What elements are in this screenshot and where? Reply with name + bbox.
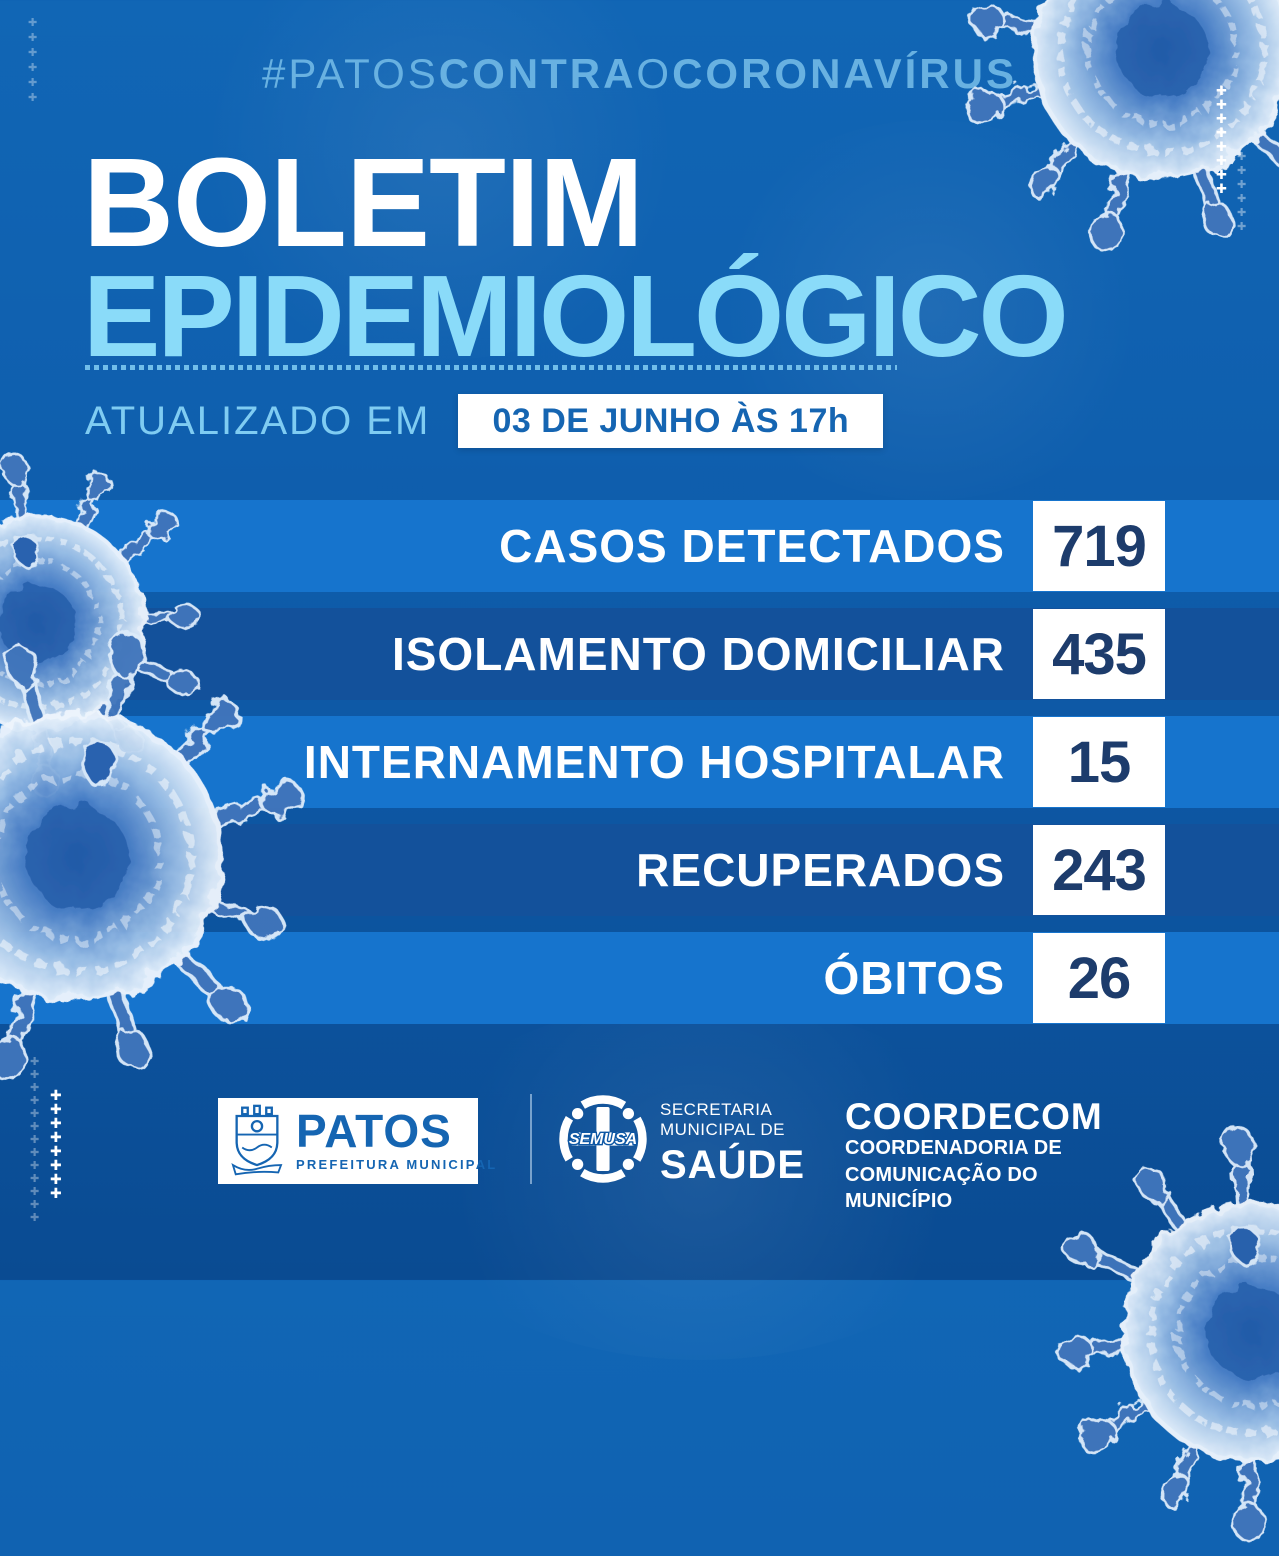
updated-at-row: ATUALIZADO EM 03 DE JUNHO ÀS 17h — [85, 394, 884, 448]
plus-pattern-icon: ✚ ✚ ✚ ✚ ✚ ✚ — [28, 16, 37, 106]
plus-icon: ✚ — [1216, 111, 1227, 126]
plus-icon: ✚ — [30, 1069, 40, 1081]
plus-icon: ✚ — [50, 1101, 62, 1117]
plus-icon: ✚ — [30, 1082, 40, 1094]
plus-icon: ✚ — [1216, 139, 1227, 154]
patos-city-logo: PATOS PREFEITURA MUNICIPAL — [218, 1098, 495, 1184]
coordecom-line3: MUNICÍPIO — [845, 1190, 953, 1213]
stat-row-casos-detectados: CASOS DETECTADOS 719 — [0, 500, 1279, 592]
plus-icon: ✚ — [30, 1160, 40, 1172]
plus-icon: ✚ — [1216, 97, 1227, 112]
plus-icon: ✚ — [1216, 125, 1227, 140]
secretaria-line1: SECRETARIA — [660, 1100, 773, 1119]
patos-name: PATOS — [296, 1104, 452, 1157]
coordecom-block: COORDECOM COORDENADORIA DE COMUNICAÇÃO D… — [845, 1098, 1103, 1215]
stat-row-internamento-hospitalar: INTERNAMENTO HOSPITALAR 15 — [0, 716, 1279, 808]
stat-value-box: 243 — [1033, 825, 1165, 915]
updated-at-label: ATUALIZADO EM — [85, 398, 431, 443]
stat-value: 26 — [1067, 945, 1132, 1011]
plus-icon: ✚ — [30, 1147, 40, 1159]
plus-pattern-icon: ✚ ✚ ✚ ✚ ✚ ✚ ✚ ✚ — [50, 1088, 62, 1200]
plus-icon: ✚ — [28, 47, 38, 59]
coordecom-line1: COORDENADORIA DE — [845, 1137, 1062, 1159]
plus-pattern-icon: ✚ ✚ ✚ ✚ ✚ ✚ — [1237, 150, 1246, 234]
campaign-hashtag: #PATOSCONTRAOCORONAVÍRUS — [0, 50, 1279, 98]
stat-label: CASOS DETECTADOS — [499, 520, 1005, 572]
stat-label: INTERNAMENTO HOSPITALAR — [303, 736, 1005, 788]
semusa-emblem-icon: SEMUSA — [559, 1095, 647, 1183]
plus-icon: ✚ — [30, 1212, 40, 1224]
footer: PATOS PREFEITURA MUNICIPAL SEMUSA SECRET… — [0, 1090, 1279, 1212]
plus-pattern-icon: ✚ ✚ ✚ ✚ ✚ ✚ ✚ ✚ ✚ ✚ ✚ ✚ ✚ — [30, 1056, 39, 1225]
plus-icon: ✚ — [30, 1186, 40, 1198]
plus-icon: ✚ — [28, 32, 38, 44]
plus-icon: ✚ — [1216, 153, 1227, 168]
footer-divider — [530, 1094, 532, 1184]
plus-icon: ✚ — [1237, 193, 1247, 205]
updated-at-box: 03 DE JUNHO ÀS 17h — [458, 394, 884, 448]
stat-value: 719 — [1052, 513, 1147, 579]
plus-icon: ✚ — [28, 77, 38, 89]
plus-icon: ✚ — [50, 1157, 62, 1173]
updated-at-value: 03 DE JUNHO ÀS 17h — [492, 401, 850, 440]
plus-icon: ✚ — [50, 1115, 62, 1131]
coordecom-line2: COMUNICAÇÃO DO — [845, 1163, 1038, 1186]
stat-row-recuperados: RECUPERADOS 243 — [0, 824, 1279, 916]
plus-icon: ✚ — [1237, 151, 1247, 163]
health-secretariat-block: SECRETARIA MUNICIPAL DE SAÚDE — [660, 1100, 805, 1188]
secretaria-line2: MUNICIPAL DE — [660, 1120, 786, 1140]
plus-icon: ✚ — [30, 1134, 40, 1146]
patos-logo-text: PATOS PREFEITURA MUNICIPAL — [288, 1104, 498, 1173]
plus-icon: ✚ — [1237, 221, 1247, 233]
stat-value: 243 — [1052, 837, 1147, 903]
virus-icon — [1028, 1108, 1279, 1556]
page-title-line2: EPIDEMIOLÓGICO — [83, 251, 1069, 381]
patos-crest-icon — [231, 1104, 283, 1176]
plus-icon: ✚ — [28, 17, 38, 29]
page-title-line1: BOLETIM — [83, 132, 644, 273]
coordecom-name: COORDECOM — [845, 1096, 1103, 1137]
hashtag-segment: #PATOS — [262, 50, 439, 97]
plus-icon: ✚ — [1237, 207, 1247, 219]
patos-subtitle: PREFEITURA MUNICIPAL — [296, 1157, 498, 1173]
plus-icon: ✚ — [50, 1185, 62, 1201]
plus-icon: ✚ — [50, 1171, 62, 1187]
stat-value: 15 — [1067, 729, 1132, 795]
plus-icon: ✚ — [30, 1056, 40, 1068]
plus-icon: ✚ — [30, 1199, 40, 1211]
plus-icon: ✚ — [30, 1108, 40, 1120]
stat-label: RECUPERADOS — [636, 844, 1005, 896]
stat-row-isolamento-domiciliar: ISOLAMENTO DOMICILIAR 435 — [0, 608, 1279, 700]
plus-icon: ✚ — [50, 1143, 62, 1159]
plus-icon: ✚ — [1216, 181, 1227, 196]
plus-icon: ✚ — [30, 1121, 40, 1133]
saude-name: SAÚDE — [660, 1142, 806, 1187]
plus-icon: ✚ — [28, 62, 38, 74]
stat-value: 435 — [1052, 621, 1147, 687]
dotted-divider — [85, 365, 897, 370]
stat-value-box: 15 — [1033, 717, 1165, 807]
semusa-emblem-text: SEMUSA — [569, 1131, 637, 1148]
plus-icon: ✚ — [1216, 167, 1227, 182]
plus-icon: ✚ — [50, 1129, 62, 1145]
hashtag-segment: O — [636, 50, 673, 97]
plus-icon: ✚ — [1237, 179, 1247, 191]
plus-icon: ✚ — [30, 1095, 40, 1107]
plus-icon: ✚ — [28, 92, 38, 104]
stat-value-box: 719 — [1033, 501, 1165, 591]
plus-pattern-icon: ✚ ✚ ✚ ✚ ✚ ✚ ✚ ✚ — [1216, 84, 1227, 196]
statistics-list: CASOS DETECTADOS 719 ISOLAMENTO DOMICILI… — [0, 500, 1279, 1040]
hashtag-segment: CONTRA — [438, 50, 637, 97]
stat-label: ÓBITOS — [823, 952, 1005, 1004]
plus-icon: ✚ — [1216, 83, 1227, 98]
stat-value-box: 435 — [1033, 609, 1165, 699]
plus-icon: ✚ — [1237, 165, 1247, 177]
stat-value-box: 26 — [1033, 933, 1165, 1023]
hashtag-segment: CORONAVÍRUS — [672, 50, 1017, 97]
plus-icon: ✚ — [50, 1087, 62, 1103]
stat-label: ISOLAMENTO DOMICILIAR — [391, 628, 1005, 680]
background-texture-blob — [180, 0, 700, 360]
plus-icon: ✚ — [30, 1173, 40, 1185]
